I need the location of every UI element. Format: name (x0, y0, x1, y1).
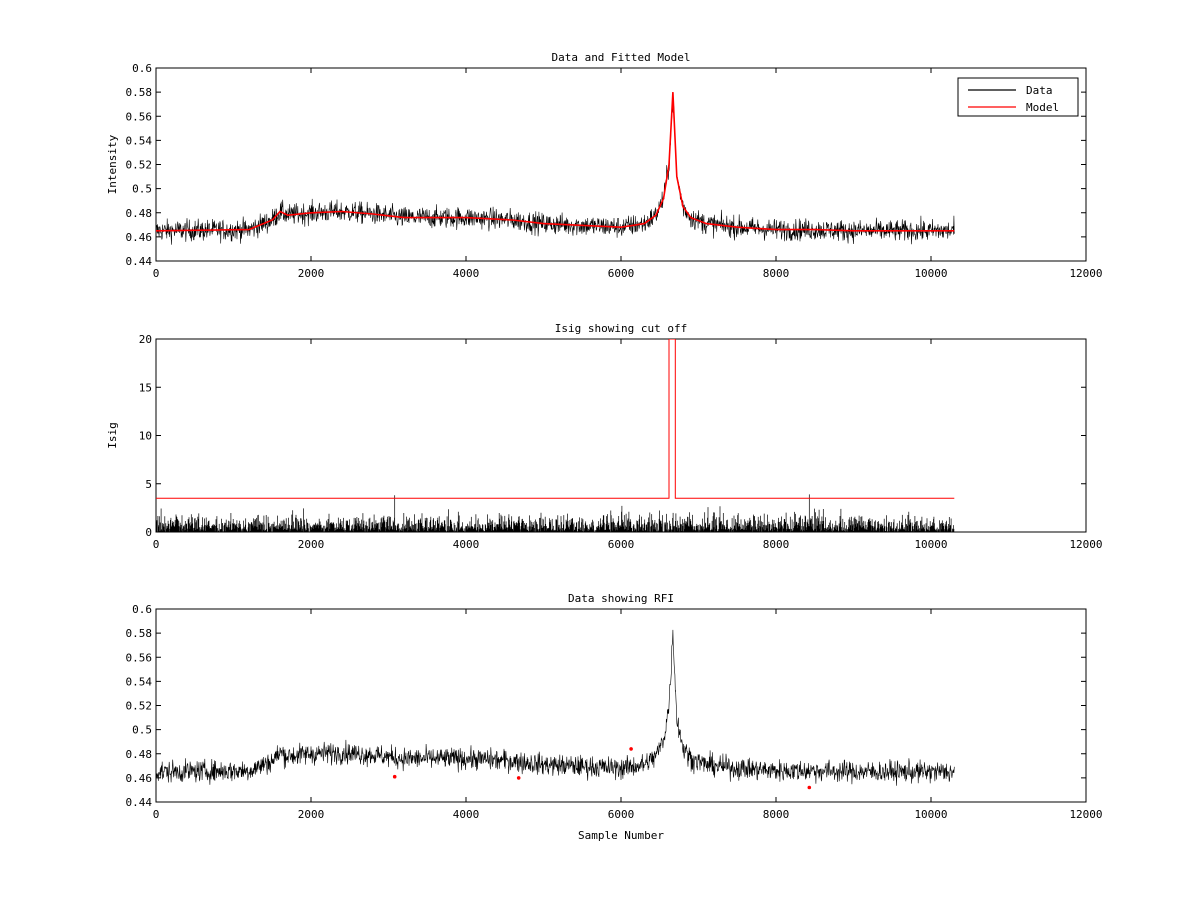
y-tick-label: 5 (145, 478, 152, 491)
rfi-point (516, 776, 521, 780)
x-tick-label: 0 (153, 538, 160, 551)
chart-title: Data showing RFI (568, 592, 674, 605)
y-tick-label: 0.6 (132, 603, 152, 616)
y-tick-label: 0.46 (126, 772, 153, 785)
x-tick-label: 10000 (914, 538, 947, 551)
y-tick-label: 0.56 (126, 110, 153, 123)
y-tick-label: 0.44 (126, 796, 153, 809)
y-tick-label: 0.56 (126, 651, 153, 664)
series-line-model (156, 92, 955, 232)
x-tick-label: 4000 (453, 538, 480, 551)
x-tick-label: 0 (153, 267, 160, 280)
x-tick-label: 4000 (453, 267, 480, 280)
chart-data-and-fitted-model: 0 2000 4000 6000 8000 10000 12000 0.44 0.46 0.48 0… (106, 51, 1103, 280)
x-tick-label: 8000 (763, 538, 790, 551)
y-tick-label: 0 (145, 526, 152, 539)
series-line-cut-off (156, 339, 955, 499)
chart-data-showing-rfi: 0 2000 4000 6000 8000 10000 12000 0.44 0.46 0.48 0… (126, 592, 1103, 842)
y-tick-label: 0.48 (126, 207, 153, 220)
y-tick-label: 0.5 (132, 724, 152, 737)
x-tick-label: 2000 (298, 267, 325, 280)
rfi-point (629, 747, 633, 751)
legend: Data Model (957, 77, 1079, 117)
x-tick-label: 2000 (298, 538, 325, 551)
series-line-isig (156, 494, 955, 532)
rfi-point (807, 785, 812, 790)
y-tick-label: 0.44 (126, 255, 153, 268)
x-tick-label: 2000 (298, 808, 325, 821)
rfi-point (392, 774, 397, 779)
y-tick-label: 0.48 (126, 748, 153, 761)
y-tick-label: 0.52 (126, 159, 153, 172)
y-tick-label: 0.58 (126, 86, 153, 99)
chart-isig-showing-cut-off: 0 2000 4000 6000 8000 10000 12000 0 5 10 15 20 Isig … (106, 322, 1103, 551)
x-tick-label: 10000 (914, 267, 947, 280)
x-tick-label: 8000 (763, 808, 790, 821)
x-tick-label: 6000 (608, 267, 635, 280)
chart-title: Isig showing cut off (555, 322, 687, 335)
y-tick-label: 0.58 (126, 627, 153, 640)
y-tick-label: 0.6 (132, 62, 152, 75)
x-tick-label: 4000 (453, 808, 480, 821)
x-tick-label: 12000 (1069, 808, 1102, 821)
y-tick-label: 0.5 (132, 183, 152, 196)
legend-label-data: Data (1026, 84, 1053, 97)
x-tick-label: 8000 (763, 267, 790, 280)
plot-area (155, 338, 1087, 533)
x-axis-label: Sample Number (578, 829, 664, 842)
x-tick-label: 6000 (608, 808, 635, 821)
series-line-data (156, 629, 955, 786)
y-axis-label: Intensity (106, 134, 119, 194)
y-tick-label: 0.52 (126, 700, 153, 713)
y-tick-label: 15 (139, 381, 152, 394)
x-tick-label: 12000 (1069, 267, 1102, 280)
legend-label-model: Model (1026, 101, 1059, 114)
y-tick-label: 20 (139, 333, 152, 346)
x-tick-label: 10000 (914, 808, 947, 821)
x-tick-label: 6000 (608, 538, 635, 551)
y-tick-label: 10 (139, 430, 152, 443)
x-tick-label: 0 (153, 808, 160, 821)
chart-title: Data and Fitted Model (551, 51, 690, 64)
x-tick-label: 12000 (1069, 538, 1102, 551)
y-tick-label: 0.46 (126, 231, 153, 244)
y-tick-label: 0.54 (126, 134, 153, 147)
y-tick-label: 0.54 (126, 675, 153, 688)
y-axis-label: Isig (106, 422, 119, 449)
